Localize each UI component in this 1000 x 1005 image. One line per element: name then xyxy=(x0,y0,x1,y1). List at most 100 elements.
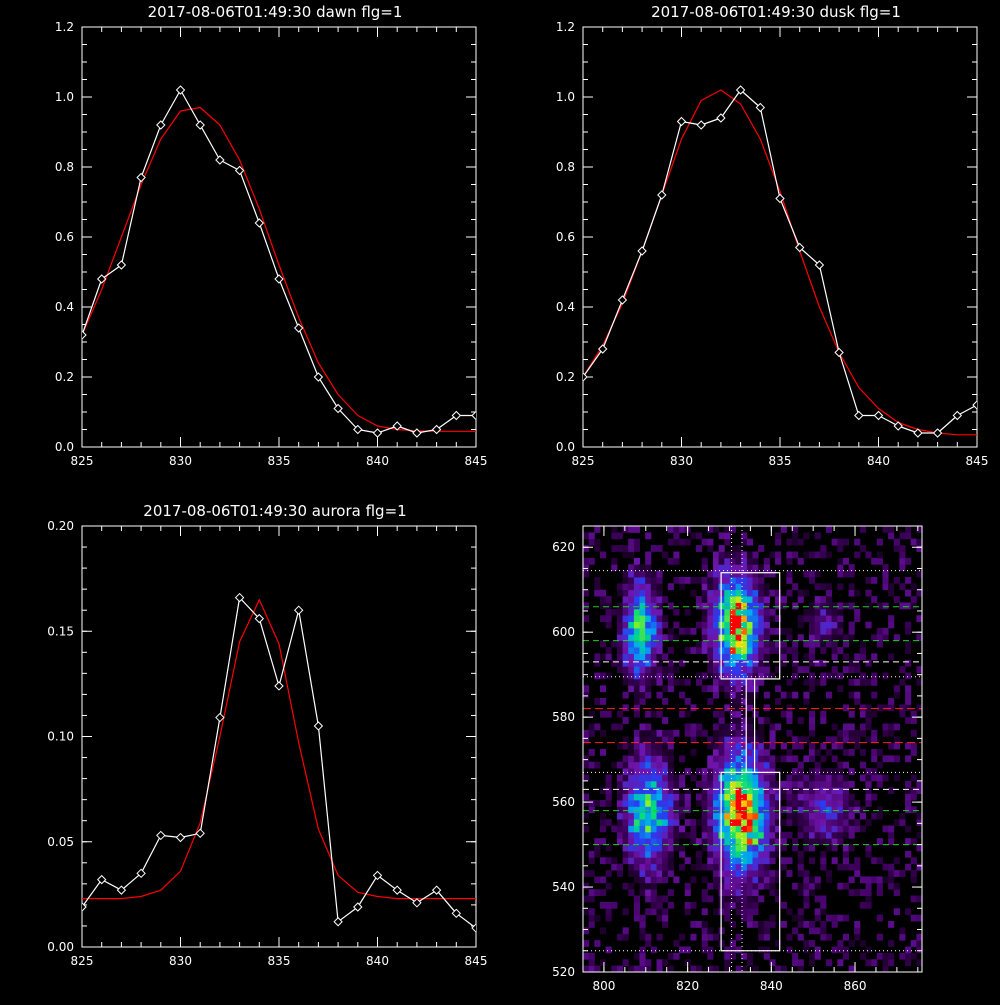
heatmap-pixel xyxy=(837,627,844,635)
heatmap-pixel xyxy=(837,647,844,654)
heatmap-pixel xyxy=(594,761,601,769)
heatmap-pixel xyxy=(741,729,748,737)
heatmap-pixel xyxy=(786,704,793,712)
heatmap-pixel xyxy=(594,577,601,584)
heatmap-pixel xyxy=(594,914,601,922)
heatmap-pixel xyxy=(724,608,731,616)
heatmap-pixel xyxy=(667,838,674,845)
heatmap-pixel xyxy=(746,736,753,744)
heatmap-pixel xyxy=(679,850,686,858)
heatmap-pixel xyxy=(741,831,748,839)
heatmap-pixel xyxy=(611,863,618,871)
heatmap-pixel xyxy=(814,806,821,814)
heatmap-pixel xyxy=(916,959,923,967)
heatmap-pixel xyxy=(673,940,680,947)
heatmap-pixel xyxy=(656,608,663,616)
heatmap-pixel xyxy=(888,589,895,597)
heatmap-pixel xyxy=(758,793,765,801)
heatmap-pixel xyxy=(814,895,821,903)
heatmap-pixel xyxy=(803,532,810,540)
heatmap-pixel xyxy=(650,596,657,603)
heatmap-pixel xyxy=(656,602,663,610)
heatmap-pixel xyxy=(859,952,866,960)
heatmap-pixel xyxy=(831,723,838,731)
heatmap-pixel xyxy=(729,787,736,794)
heatmap-pixel xyxy=(792,800,799,807)
heatmap-pixel xyxy=(769,589,776,597)
heatmap-pixel xyxy=(775,825,782,833)
heatmap-pixel xyxy=(662,959,669,967)
aurora-x-tick-label: 840 xyxy=(366,954,389,968)
heatmap-pixel xyxy=(769,570,776,578)
dawn-data-point xyxy=(234,165,245,176)
heatmap-pixel xyxy=(910,774,917,782)
dawn-data-point xyxy=(372,428,383,438)
heatmap-pixel xyxy=(616,532,623,540)
heatmap-pixel xyxy=(662,717,669,724)
heatmap-pixel xyxy=(633,570,640,578)
heatmap-pixel xyxy=(729,819,736,826)
heatmap-pixel xyxy=(633,965,640,973)
heatmap-pixel xyxy=(752,838,759,845)
heatmap-pixel xyxy=(758,812,765,820)
heatmap-pixel xyxy=(882,704,889,712)
heatmap-pixel xyxy=(639,965,646,973)
heatmap-pixel xyxy=(729,761,736,769)
heatmap-pixel xyxy=(696,850,703,858)
heatmap-pixel xyxy=(707,659,714,667)
heatmap-pixel xyxy=(741,557,748,565)
heatmap-pixel xyxy=(616,780,623,788)
heatmap-pixel xyxy=(741,564,748,571)
dawn-x-tick-label: 835 xyxy=(268,454,291,468)
heatmap-pixel xyxy=(871,736,878,744)
heatmap-pixel xyxy=(888,698,895,705)
heatmap-pixel xyxy=(667,666,674,673)
heatmap-pixel xyxy=(583,685,590,693)
heatmap-pixel xyxy=(797,717,804,724)
heatmap-pixel xyxy=(656,806,663,814)
aurora-data-point xyxy=(392,885,402,895)
heatmap-pixel xyxy=(724,761,731,769)
heatmap-pixel xyxy=(741,755,748,763)
heatmap-pixel xyxy=(633,564,640,571)
heatmap-pixel xyxy=(696,545,703,552)
heatmap-pixel xyxy=(746,608,753,616)
heatmap-pixel xyxy=(763,647,770,654)
heatmap-pixel xyxy=(724,570,731,578)
heatmap-pixel xyxy=(729,577,736,584)
heatmap-pixel xyxy=(752,551,759,559)
heatmap-pixel xyxy=(763,621,770,629)
heatmap-pixel xyxy=(724,685,731,693)
heatmap-pixel xyxy=(859,653,866,661)
heatmap-pixel xyxy=(854,615,861,622)
heatmap-pixel xyxy=(662,736,669,744)
heatmap-pixel xyxy=(616,812,623,820)
heatmap-pixel xyxy=(729,602,736,610)
heatmap-pixel xyxy=(707,850,714,858)
heatmap-pixel xyxy=(656,793,663,801)
heatmap-pixel xyxy=(876,634,883,642)
heatmap-pixel xyxy=(826,583,833,591)
heatmap-pixel xyxy=(673,729,680,737)
heatmap-pixel xyxy=(622,825,629,833)
heatmap-pixel xyxy=(741,876,748,884)
heatmap-pixel xyxy=(662,749,669,756)
heatmap-pixel xyxy=(741,908,748,916)
heatmap-pixel xyxy=(713,825,720,833)
aurora-data-point xyxy=(82,902,87,912)
heatmap-pixel xyxy=(752,608,759,616)
heatmap-pixel xyxy=(916,946,923,954)
heatmap-pixel xyxy=(876,602,883,610)
heatmap-pixel xyxy=(724,946,731,954)
heatmap-pixel xyxy=(758,717,765,724)
heatmap-pixel xyxy=(729,723,736,731)
heatmap-pixel xyxy=(780,965,787,973)
heatmap-pixel xyxy=(605,882,612,890)
heatmap-pixel xyxy=(639,831,646,839)
heatmap-pixel xyxy=(713,933,720,941)
heatmap-pixel xyxy=(735,946,742,954)
heatmap-pixel xyxy=(837,621,844,629)
dawn-x-tick-label: 845 xyxy=(465,454,488,468)
heatmap-pixel xyxy=(758,615,765,622)
heatmap-pixel xyxy=(775,850,782,858)
